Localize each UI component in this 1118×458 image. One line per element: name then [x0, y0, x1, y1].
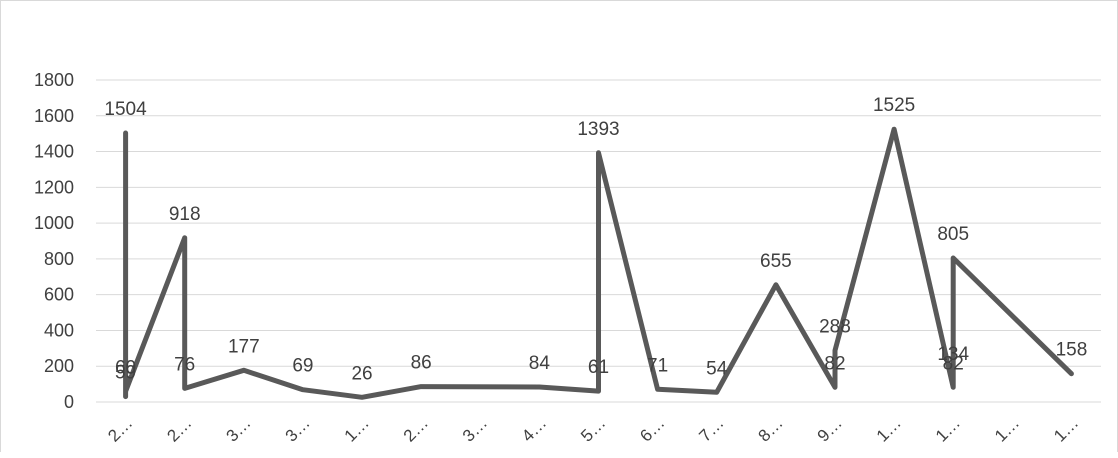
x-tick-label: 9…	[814, 413, 846, 445]
y-tick-label: 0	[64, 392, 74, 412]
data-label: 805	[937, 224, 969, 245]
x-tick-label: 1…	[341, 413, 373, 445]
data-label: 59	[115, 363, 136, 384]
x-tick-label: 2…	[400, 413, 432, 445]
y-tick-label: 1600	[34, 106, 74, 126]
x-tick-label: 4…	[518, 413, 550, 445]
x-tick-label: 7…	[695, 413, 727, 445]
data-label: 26	[351, 363, 372, 384]
data-label: 82	[943, 353, 964, 374]
y-axis-tick-labels: 0 200 400 600 800 1000 1200 1400 1600 1800	[34, 70, 74, 412]
x-tick-label: 3…	[459, 413, 491, 445]
data-label: 60	[115, 357, 136, 378]
x-tick-label: 1…	[932, 413, 964, 445]
y-tick-label: 400	[44, 320, 74, 340]
data-label: 918	[169, 204, 201, 225]
x-tick-label: 8…	[755, 413, 787, 445]
data-label: 84	[529, 353, 551, 374]
y-tick-label: 1400	[34, 142, 74, 162]
data-label: 288	[819, 316, 851, 337]
x-tick-label: 1…	[873, 413, 905, 445]
x-tick-label: 1…	[1050, 413, 1082, 445]
series-line	[123, 126, 1074, 400]
data-label: 1504	[104, 99, 147, 120]
data-label: 69	[292, 356, 313, 377]
x-axis: 2… 2… 3… 3… 1… 2… 3… 4… 5… 6… 7… 8… 9… 1… 1… 1… 1…	[96, 401, 1101, 446]
y-tick-label: 600	[44, 285, 74, 305]
data-label: 655	[760, 251, 792, 272]
x-tick-label: 6…	[636, 413, 668, 445]
series-line-path	[123, 126, 1074, 400]
data-label: 76	[174, 354, 195, 375]
data-labels: 59 1504 60 918 76 177 69 26 86 84 61 1393 71 54 655 82 2…	[104, 95, 1087, 384]
x-tick-label: 2…	[163, 413, 195, 445]
x-tick-label: 5…	[577, 413, 609, 445]
y-tick-label: 1200	[34, 177, 74, 197]
y-tick-label: 800	[44, 249, 74, 269]
data-label: 1525	[873, 95, 915, 116]
y-tick-label: 200	[44, 356, 74, 376]
x-tick-label: 1…	[991, 413, 1023, 445]
data-label: 177	[228, 336, 260, 357]
data-label: 82	[824, 353, 845, 374]
data-label: 134	[937, 344, 969, 365]
data-label: 158	[1056, 340, 1088, 361]
data-label: 61	[588, 357, 609, 378]
data-label: 71	[647, 355, 668, 376]
y-tick-label: 1800	[34, 70, 74, 90]
data-label: 86	[411, 353, 432, 374]
x-tick-label: 2…	[104, 413, 136, 445]
data-label: 54	[706, 358, 728, 379]
data-label: 1393	[577, 119, 619, 140]
x-tick-label: 3…	[222, 413, 254, 445]
x-tick-label: 3…	[282, 413, 314, 445]
y-tick-label: 1000	[34, 213, 74, 233]
